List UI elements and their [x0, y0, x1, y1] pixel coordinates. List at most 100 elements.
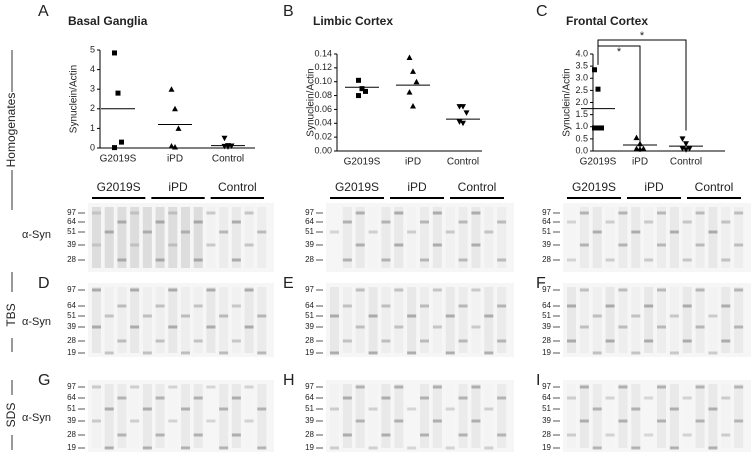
blot-band — [497, 339, 507, 343]
blot-band — [206, 211, 216, 215]
mw-marker: 51 — [542, 404, 551, 413]
blot-lane — [484, 287, 494, 353]
antibody-label: α-Syn — [22, 229, 51, 241]
data-point — [599, 125, 604, 131]
blot-band — [432, 385, 442, 389]
blot-band — [257, 314, 267, 318]
mw-marker: 39 — [542, 416, 551, 425]
blot-band — [244, 243, 254, 247]
blot-lane — [497, 287, 507, 353]
blot-band — [142, 446, 152, 450]
mw-marker: 51 — [542, 311, 551, 320]
blot-band — [231, 220, 241, 224]
data-point — [592, 67, 597, 73]
blot-lane — [446, 207, 455, 268]
data-point — [172, 105, 178, 112]
data-point — [633, 134, 640, 141]
y-tick-label: 2 — [90, 103, 95, 113]
mw-marker: 28 — [305, 255, 314, 264]
y-tick-label: 2.5 — [575, 85, 588, 95]
blot-band — [631, 407, 641, 411]
blot-band — [231, 258, 241, 262]
blot-band — [330, 407, 339, 411]
blot-lane — [117, 207, 127, 268]
blot-lane — [669, 287, 679, 353]
blot-lane — [721, 207, 731, 268]
blot-band — [567, 258, 576, 262]
data-point — [683, 147, 689, 153]
blot-band — [117, 396, 127, 400]
blot-lane — [567, 287, 576, 353]
blot-lane — [734, 207, 744, 268]
blot-band — [355, 385, 365, 389]
blot-band — [193, 339, 203, 343]
panel-letter: F — [536, 275, 546, 292]
blot-band — [206, 325, 216, 329]
blot — [563, 203, 751, 272]
blot-band — [497, 220, 507, 224]
blot-band — [355, 325, 365, 329]
mw-marker: 39 — [305, 322, 314, 331]
blot-lane — [130, 384, 139, 448]
blot-band — [579, 325, 589, 329]
blot-lane — [206, 207, 215, 268]
blot-band — [657, 385, 666, 389]
blot-band — [219, 230, 229, 234]
blot-lane — [471, 287, 480, 353]
x-tick-label: G2019S — [100, 154, 137, 165]
data-point — [595, 86, 601, 92]
y-tick-label: 0.12 — [314, 62, 332, 72]
blot-band — [445, 446, 455, 450]
antibody-label: α-Syn — [22, 316, 51, 328]
blot-band — [355, 243, 365, 247]
blot-band — [381, 339, 391, 343]
blot-band — [104, 314, 114, 318]
blot-band — [458, 396, 468, 400]
blot-lane — [631, 287, 641, 353]
blot-band — [579, 211, 589, 215]
blot-band — [244, 288, 254, 292]
mw-marker: 51 — [305, 311, 314, 320]
blot-band — [445, 230, 455, 234]
blot-band — [130, 243, 140, 247]
blot-band — [432, 288, 442, 292]
blot-band — [117, 304, 127, 308]
y-tick-label: 0.5 — [575, 133, 588, 143]
y-tick-label: 0.0 — [575, 145, 588, 155]
blot-band — [168, 385, 178, 389]
blot-band — [484, 351, 494, 355]
blot-band — [330, 314, 339, 318]
blot-lane — [579, 287, 589, 353]
blot-band — [394, 325, 404, 329]
chart-title: Basal Ganglia — [68, 14, 148, 28]
blot-band — [219, 446, 229, 450]
mw-marker: 97 — [305, 208, 314, 217]
blot-band — [432, 325, 442, 329]
y-tick-label: 1.5 — [575, 109, 588, 119]
blot-band — [631, 314, 641, 318]
blot-band — [734, 243, 744, 247]
blot-lane — [342, 287, 352, 353]
blot-band — [130, 385, 140, 389]
blot-band — [368, 446, 378, 450]
blot-band — [92, 288, 101, 292]
blot-lane — [381, 207, 391, 268]
blot-lane — [92, 384, 101, 448]
blot-lane — [734, 287, 744, 353]
data-point — [168, 86, 175, 92]
blot-lane — [579, 384, 589, 448]
blot-band — [458, 339, 468, 343]
blot-band — [92, 211, 101, 215]
blot-band — [420, 396, 429, 400]
mw-marker: 39 — [67, 240, 76, 249]
blot-band — [721, 339, 731, 343]
blot-lane — [669, 384, 679, 448]
blot-band — [368, 351, 378, 355]
blot-band — [471, 243, 481, 247]
blot-band — [168, 419, 178, 423]
blot-lane — [669, 207, 679, 268]
blot-lane — [355, 207, 365, 268]
blot — [563, 283, 751, 357]
